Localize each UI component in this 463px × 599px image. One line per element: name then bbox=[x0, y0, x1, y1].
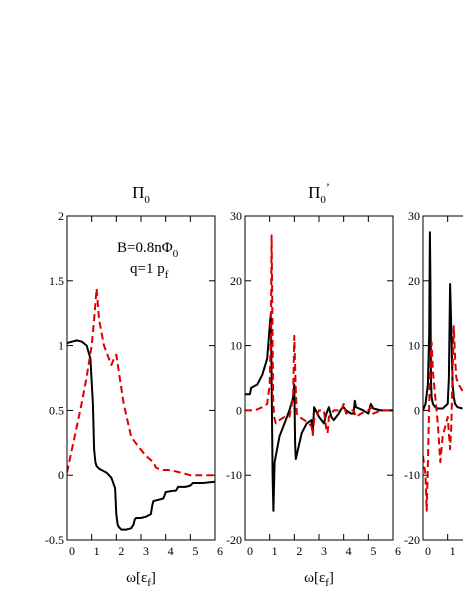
x-tick-label: 0 bbox=[247, 544, 253, 558]
x-tick-label: 4 bbox=[168, 544, 174, 558]
panel-pi0-prime: Π0’ -20 -10 0 10 20 30 0 1 2 3 4 5 6 ω[εf] bbox=[226, 180, 401, 589]
y-tick-label: 30 bbox=[230, 209, 242, 223]
series-line-dashed bbox=[245, 234, 393, 436]
series-layer bbox=[67, 287, 215, 531]
x-tick-label: 5 bbox=[370, 544, 376, 558]
series-line-dashed bbox=[67, 287, 215, 477]
series-layer bbox=[423, 231, 463, 512]
series-layer bbox=[245, 234, 393, 512]
y-tick-label: 30 bbox=[408, 209, 420, 223]
x-tick-label: 1 bbox=[272, 544, 278, 558]
y-axis-ticks: -0.5 0 0.5 1 1.5 2 bbox=[45, 209, 215, 547]
x-tick-label: 6 bbox=[395, 544, 401, 558]
y-tick-label: -20 bbox=[226, 533, 242, 547]
series-line-dashed bbox=[423, 325, 463, 512]
panel-pi0: Π0 -0.5 0 0.5 1 1.5 2 0 1 2 3 4 5 6 B=0.8nΦ0 q=1 pf… bbox=[45, 183, 223, 589]
y-tick-label: 20 bbox=[408, 274, 420, 288]
y-tick-label: 1.5 bbox=[49, 274, 64, 288]
y-tick-label: -0.5 bbox=[45, 533, 64, 547]
y-tick-label: 10 bbox=[230, 339, 242, 353]
y-tick-label: 10 bbox=[408, 339, 420, 353]
y-tick-label: -20 bbox=[404, 533, 420, 547]
plot-frame bbox=[422, 215, 463, 541]
series-line-solid bbox=[423, 231, 463, 411]
x-tick-label: 0 bbox=[425, 544, 431, 558]
y-tick-label: -10 bbox=[226, 468, 242, 482]
annotation-field: B=0.8nΦ0 bbox=[117, 240, 179, 260]
x-tick-label: 4 bbox=[346, 544, 352, 558]
x-axis-label: ω[εf] bbox=[304, 570, 334, 589]
y-axis-ticks: -20 -10 0 10 20 30 bbox=[404, 209, 429, 547]
x-tick-label: 0 bbox=[69, 544, 75, 558]
x-axis-label: ω[εf] bbox=[126, 570, 156, 589]
x-tick-label: 6 bbox=[217, 544, 223, 558]
plot-frame bbox=[244, 215, 394, 541]
annotation-momentum: q=1 pf bbox=[130, 261, 169, 281]
x-tick-label: 2 bbox=[296, 544, 302, 558]
y-tick-label: 0.5 bbox=[49, 403, 64, 417]
y-tick-label: 0 bbox=[236, 403, 242, 417]
y-tick-label: -10 bbox=[404, 468, 420, 482]
x-tick-label: 2 bbox=[118, 544, 124, 558]
x-tick-label: 3 bbox=[321, 544, 327, 558]
y-tick-label: 0 bbox=[414, 403, 420, 417]
x-tick-label: 5 bbox=[192, 544, 198, 558]
x-tick-label: 3 bbox=[143, 544, 149, 558]
panel-title: Π0 bbox=[132, 183, 150, 206]
y-tick-label: 1 bbox=[58, 339, 64, 353]
y-tick-label: 20 bbox=[230, 274, 242, 288]
plot-frame bbox=[66, 215, 216, 541]
y-axis-ticks: -20 -10 0 10 20 30 bbox=[226, 209, 393, 547]
panel-third: -20 -10 0 10 20 30 0 1 bbox=[404, 209, 463, 558]
y-tick-label: 0 bbox=[58, 468, 64, 482]
x-tick-label: 1 bbox=[94, 544, 100, 558]
x-tick-label: 1 bbox=[450, 544, 456, 558]
panel-title: Π0’ bbox=[308, 180, 330, 206]
series-line-solid bbox=[67, 339, 215, 531]
y-tick-label: 2 bbox=[58, 209, 64, 223]
x-axis-ticks: 0 1 2 3 4 5 6 bbox=[244, 216, 401, 558]
